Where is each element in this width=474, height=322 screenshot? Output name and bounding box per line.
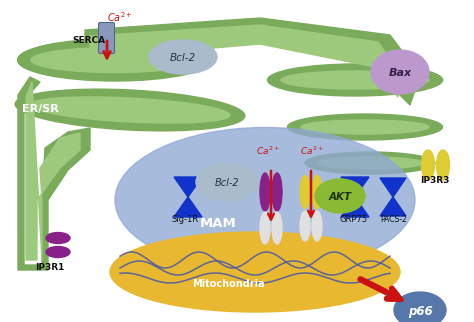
Ellipse shape — [110, 232, 400, 312]
Ellipse shape — [288, 114, 443, 140]
Text: PACS-2: PACS-2 — [381, 215, 407, 224]
Text: MAM: MAM — [200, 217, 237, 230]
Text: AKT: AKT — [328, 192, 352, 202]
Polygon shape — [380, 197, 406, 216]
Text: Mitochondria: Mitochondria — [191, 279, 264, 289]
Ellipse shape — [317, 157, 423, 169]
Ellipse shape — [312, 211, 322, 241]
Ellipse shape — [15, 89, 245, 131]
Ellipse shape — [260, 212, 270, 244]
Polygon shape — [85, 18, 420, 105]
Text: IP3R3: IP3R3 — [420, 176, 450, 185]
Text: GRP75: GRP75 — [340, 215, 368, 224]
Ellipse shape — [46, 232, 70, 243]
Ellipse shape — [260, 173, 270, 211]
Ellipse shape — [31, 48, 199, 72]
Ellipse shape — [300, 211, 310, 241]
Ellipse shape — [305, 152, 435, 174]
Polygon shape — [174, 197, 202, 217]
Ellipse shape — [281, 71, 429, 89]
Ellipse shape — [196, 163, 258, 201]
Text: Bax: Bax — [388, 68, 411, 78]
Text: $Ca^{2+}$: $Ca^{2+}$ — [256, 145, 280, 157]
Text: ER/SR: ER/SR — [22, 104, 59, 114]
Text: Bcl-2: Bcl-2 — [170, 53, 196, 63]
Text: p66: p66 — [408, 305, 432, 317]
Polygon shape — [18, 77, 90, 270]
Ellipse shape — [267, 64, 443, 96]
Ellipse shape — [437, 150, 449, 180]
Ellipse shape — [46, 247, 70, 258]
Polygon shape — [90, 25, 403, 97]
Polygon shape — [380, 178, 406, 197]
Polygon shape — [174, 177, 202, 197]
Ellipse shape — [312, 175, 322, 209]
Ellipse shape — [371, 50, 429, 94]
Ellipse shape — [300, 175, 310, 209]
Ellipse shape — [301, 120, 429, 134]
Text: $Ca^{2+}$: $Ca^{2+}$ — [300, 145, 324, 157]
Text: $Ca^{2+}$: $Ca^{2+}$ — [107, 10, 133, 24]
Ellipse shape — [149, 40, 217, 74]
Ellipse shape — [272, 173, 282, 211]
Polygon shape — [341, 177, 369, 197]
Ellipse shape — [115, 128, 415, 272]
Ellipse shape — [18, 39, 212, 81]
Text: Bcl-2: Bcl-2 — [215, 178, 239, 188]
Ellipse shape — [272, 212, 282, 244]
Text: Sig-1R: Sig-1R — [172, 215, 199, 224]
Ellipse shape — [421, 150, 435, 180]
FancyBboxPatch shape — [99, 23, 115, 53]
Text: IP3R1: IP3R1 — [35, 263, 64, 272]
Text: SERCA: SERCA — [72, 36, 105, 45]
Ellipse shape — [394, 292, 446, 322]
Ellipse shape — [30, 97, 230, 123]
Polygon shape — [341, 197, 369, 217]
Ellipse shape — [315, 179, 365, 213]
Polygon shape — [26, 82, 80, 260]
